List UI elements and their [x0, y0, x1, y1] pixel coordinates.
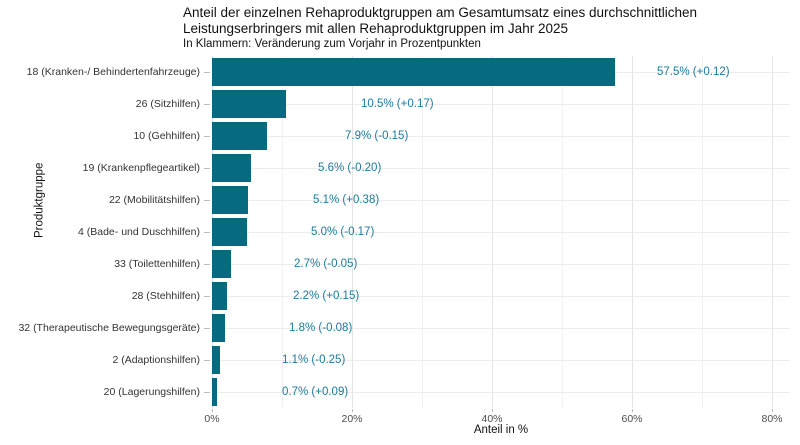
y-axis-tick	[204, 328, 210, 329]
bar	[212, 122, 268, 150]
y-axis-tick	[204, 72, 210, 73]
x-axis-title: Anteil in %	[473, 424, 529, 436]
x-tick-label: 60%	[621, 413, 643, 425]
value-label: 5.0% (-0.17)	[311, 226, 375, 238]
gridline-horizontal	[212, 264, 790, 265]
bar	[212, 58, 615, 86]
gridline-horizontal	[212, 360, 790, 361]
bar	[212, 218, 247, 246]
category-label: 26 (Sitzhilfen)	[135, 98, 200, 110]
gridline-horizontal	[212, 200, 790, 201]
x-axis-tick	[632, 409, 633, 412]
y-axis-tick	[204, 296, 210, 297]
value-label: 10.5% (+0.17)	[361, 98, 434, 110]
y-axis-tick	[204, 264, 210, 265]
gridline-horizontal	[212, 296, 790, 297]
value-label: 1.1% (-0.25)	[282, 354, 346, 366]
y-axis-tick	[204, 200, 210, 201]
category-label: 4 (Bade- und Duschhilfen)	[78, 226, 200, 238]
category-label: 10 (Gehhilfen)	[133, 130, 200, 142]
value-label: 5.6% (-0.20)	[318, 162, 382, 174]
value-label: 0.7% (+0.09)	[282, 386, 349, 398]
x-axis-tick	[212, 409, 213, 412]
x-axis-tick	[772, 409, 773, 412]
chart-subtitle: In Klammern: Veränderung zum Vorjahr in …	[183, 38, 481, 50]
plot-panel	[212, 56, 790, 408]
category-label: 20 (Lagerungshilfen)	[103, 386, 200, 398]
chart-title: Anteil der einzelnen Rehaproduktgruppen …	[183, 5, 698, 36]
value-label: 2.2% (+0.15)	[293, 290, 360, 302]
bar	[212, 378, 217, 406]
gridline-horizontal	[212, 136, 790, 137]
value-label: 57.5% (+0.12)	[657, 66, 730, 78]
bar	[212, 314, 225, 342]
value-label: 2.7% (-0.05)	[294, 258, 358, 270]
value-label: 5.1% (+0.38)	[313, 194, 380, 206]
y-axis-title: Produktgruppe	[33, 162, 46, 238]
x-tick-label: 80%	[761, 413, 783, 425]
bar	[212, 250, 231, 278]
y-axis-tick	[204, 360, 210, 361]
gridline-horizontal	[212, 392, 790, 393]
bar	[212, 186, 248, 214]
y-axis-tick	[204, 104, 210, 105]
x-tick-label: 20%	[341, 413, 363, 425]
category-label: 19 (Krankenpflegeartikel)	[82, 162, 200, 174]
category-label: 28 (Stehhilfen)	[131, 290, 200, 302]
gridline-horizontal	[212, 232, 790, 233]
y-axis-tick	[204, 232, 210, 233]
bar	[212, 346, 220, 374]
gridline-horizontal	[212, 104, 790, 105]
bar	[212, 90, 286, 118]
category-label: 22 (Mobilitätshilfen)	[108, 194, 200, 206]
category-label: 33 (Toilettenhilfen)	[114, 258, 200, 270]
category-label: 18 (Kranken-/ Behindertenfahrzeuge)	[26, 66, 200, 78]
y-axis-tick	[204, 136, 210, 137]
y-axis-tick	[204, 168, 210, 169]
x-tick-label: 40%	[481, 413, 503, 425]
gridline-horizontal	[212, 328, 790, 329]
gridline-horizontal	[212, 168, 790, 169]
value-label: 7.9% (-0.15)	[345, 130, 409, 142]
value-label: 1.8% (-0.08)	[289, 322, 353, 334]
y-axis-tick	[204, 392, 210, 393]
bar	[212, 282, 228, 310]
category-label: 32 (Therapeutische Bewegungsgeräte)	[18, 322, 200, 334]
x-tick-label: 0%	[204, 413, 220, 425]
bar	[212, 154, 252, 182]
x-axis-tick	[352, 409, 353, 412]
x-axis-tick	[492, 409, 493, 412]
category-label: 2 (Adaptionshilfen)	[112, 354, 200, 366]
